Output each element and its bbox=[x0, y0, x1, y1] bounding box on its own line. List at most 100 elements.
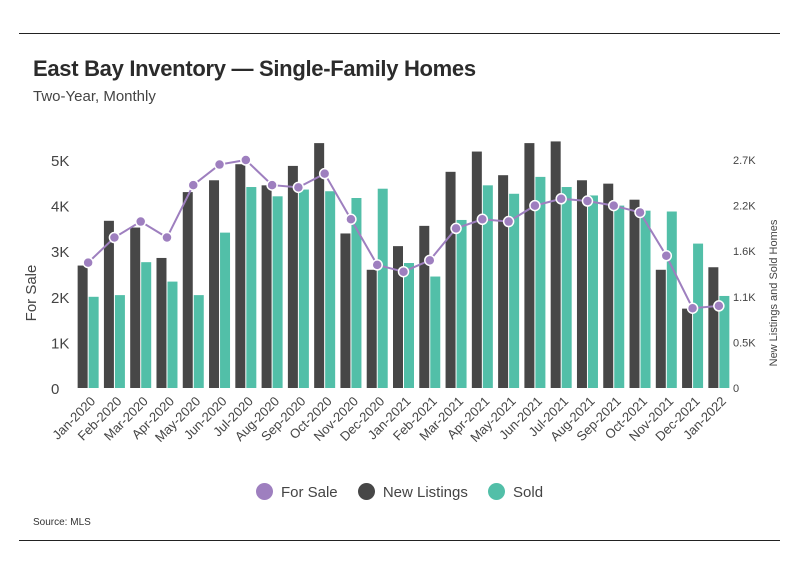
bar-new-listings bbox=[655, 269, 666, 388]
y-left-tick-label: 2K bbox=[51, 290, 69, 307]
bar-new-listings bbox=[235, 164, 246, 388]
bar-sold bbox=[430, 276, 441, 388]
legend-item-for-sale: For Sale bbox=[255, 483, 338, 501]
y-right-axis-title: New Listings and Sold Homes bbox=[768, 219, 780, 366]
bar-sold bbox=[377, 188, 388, 388]
legend-swatch-new-listings bbox=[357, 483, 375, 500]
y-left-axis-title: For Sale bbox=[23, 265, 40, 322]
legend-item-sold: Sold bbox=[488, 483, 543, 501]
bar-sold bbox=[666, 211, 677, 388]
y-left-tick-label: 1K bbox=[51, 335, 69, 352]
bar-new-listings bbox=[498, 175, 509, 388]
y-right-tick-label: 1.6K bbox=[733, 246, 756, 258]
bar-sold bbox=[114, 295, 125, 388]
point-for-sale bbox=[555, 193, 567, 205]
y-right-tick-label: 0.5K bbox=[733, 337, 756, 349]
point-for-sale bbox=[529, 199, 541, 212]
bar-new-listings bbox=[209, 180, 220, 388]
y-left-tick-label: 5K bbox=[51, 153, 69, 170]
bar-sold bbox=[482, 185, 493, 388]
y-left-tick-label: 0 bbox=[51, 381, 59, 398]
point-for-sale bbox=[424, 254, 436, 267]
bar-new-listings bbox=[287, 165, 298, 388]
point-for-sale bbox=[397, 265, 410, 278]
bar-new-listings bbox=[682, 308, 693, 388]
point-for-sale bbox=[476, 213, 489, 226]
bar-new-listings bbox=[130, 227, 141, 388]
bar-sold bbox=[88, 296, 99, 388]
y-left-tick-label: 4K bbox=[51, 199, 69, 216]
point-for-sale bbox=[187, 179, 200, 191]
chart-title: East Bay Inventory — Single-Family Homes bbox=[33, 56, 476, 81]
point-for-sale bbox=[161, 231, 173, 244]
bar-sold bbox=[509, 193, 520, 388]
point-for-sale bbox=[213, 158, 226, 171]
bottom-rule bbox=[19, 540, 780, 541]
bar-sold bbox=[325, 191, 336, 388]
point-for-sale bbox=[266, 179, 278, 191]
y-right-tick-label: 1.1K bbox=[733, 292, 756, 304]
bar-sold bbox=[404, 263, 414, 388]
legend-label-sold: Sold bbox=[513, 484, 544, 501]
legend-label-new-listings: New Listings bbox=[382, 484, 468, 501]
y-right-tick-label: 2.2K bbox=[733, 201, 756, 213]
bar-new-listings bbox=[314, 143, 325, 388]
legend-swatch-for-sale bbox=[255, 483, 273, 500]
bar-sold bbox=[719, 295, 730, 388]
point-for-sale bbox=[345, 213, 357, 226]
bar-sold bbox=[535, 176, 546, 388]
bar-new-listings bbox=[576, 180, 587, 388]
bar-sold bbox=[640, 210, 651, 388]
legend-label-for-sale: For Sale bbox=[280, 484, 338, 501]
bar-new-listings bbox=[261, 185, 272, 388]
bar-new-listings bbox=[340, 233, 351, 388]
bar-sold bbox=[456, 219, 467, 388]
bar-sold bbox=[272, 196, 283, 388]
point-for-sale bbox=[134, 215, 147, 228]
bar-sold bbox=[587, 195, 598, 388]
bar-new-listings bbox=[445, 171, 456, 388]
bar-new-listings bbox=[603, 183, 614, 388]
bar-new-listings bbox=[77, 265, 88, 388]
point-for-sale bbox=[450, 222, 462, 235]
bar-sold bbox=[614, 205, 625, 388]
bar-new-listings bbox=[182, 192, 193, 388]
point-for-sale bbox=[607, 199, 620, 212]
point-for-sale bbox=[634, 206, 646, 219]
bar-sold bbox=[561, 187, 572, 388]
point-for-sale bbox=[713, 300, 725, 312]
bar-sold bbox=[298, 189, 309, 388]
source-note: Source: MLS bbox=[33, 517, 91, 528]
bar-new-listings bbox=[103, 220, 114, 388]
bar-sold bbox=[141, 262, 152, 388]
y-right-tick-label: 2.7K bbox=[733, 155, 756, 167]
bar-sold bbox=[351, 198, 362, 388]
bar-sold bbox=[167, 281, 178, 388]
y-right-tick-label: 0 bbox=[733, 383, 739, 395]
point-for-sale bbox=[581, 195, 594, 207]
bar-sold bbox=[246, 187, 257, 388]
y-left-tick-label: 3K bbox=[51, 244, 69, 261]
bar-sold bbox=[693, 243, 704, 388]
bar-new-listings bbox=[524, 143, 535, 388]
legend-swatch-sold bbox=[488, 483, 506, 500]
bar-sold bbox=[193, 295, 204, 388]
point-for-sale bbox=[82, 256, 94, 269]
point-for-sale bbox=[292, 181, 305, 194]
line-for-sale bbox=[87, 158, 719, 310]
bar-sold bbox=[220, 232, 231, 388]
bar-new-listings bbox=[366, 269, 377, 388]
point-for-sale bbox=[686, 302, 699, 314]
point-for-sale bbox=[240, 154, 252, 166]
point-for-sale bbox=[318, 167, 331, 180]
point-for-sale bbox=[108, 231, 121, 244]
bar-new-listings bbox=[393, 246, 403, 388]
chart-legend: For Sale New Listings Sold bbox=[0, 483, 799, 501]
legend-item-new-listings: New Listings bbox=[357, 483, 468, 501]
chart-subtitle: Two-Year, Monthly bbox=[33, 88, 156, 105]
bar-new-listings bbox=[629, 199, 640, 388]
point-for-sale bbox=[502, 215, 515, 228]
bar-new-listings bbox=[708, 267, 719, 388]
point-for-sale bbox=[371, 259, 383, 271]
